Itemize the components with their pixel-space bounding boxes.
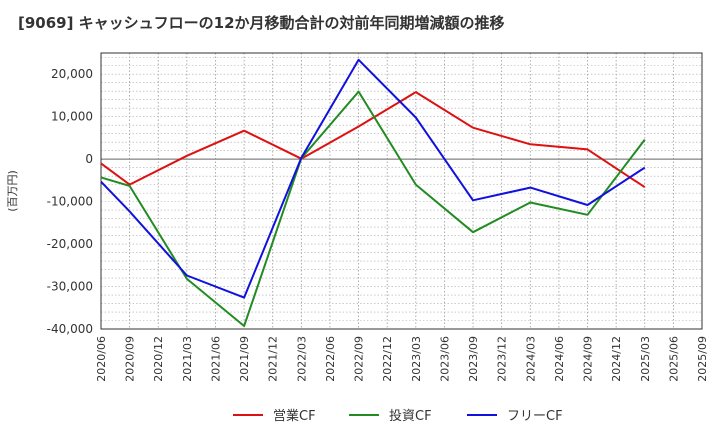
x-tick-label: 2022/09 — [353, 336, 366, 382]
y-tick-label: 10,000 — [51, 110, 93, 124]
y-tick-label: -40,000 — [47, 322, 93, 336]
x-tick-label: 2021/03 — [181, 336, 194, 382]
x-tick-label: 2020/06 — [95, 336, 108, 382]
x-tick-label: 2024/09 — [582, 336, 595, 382]
x-tick-label: 2022/12 — [381, 336, 394, 382]
y-tick-label: 0 — [85, 152, 93, 166]
y-axis-ticks: -40,000 -30,000 -20,000 -10,000 0 10,000 20,00… — [47, 67, 93, 336]
series-line-フリーCF — [100, 58, 646, 299]
x-tick-label: 2021/12 — [267, 336, 280, 382]
x-tick-label: 2022/06 — [324, 336, 337, 382]
y-tick-label: -10,000 — [47, 195, 93, 209]
chart-title: [9069] キャッシュフローの12か月移動合計の対前年同期増減額の推移 — [18, 14, 505, 32]
x-tick-label: 2023/09 — [467, 336, 480, 382]
x-tick-label: 2020/12 — [152, 336, 165, 382]
series-line-投資CF — [100, 90, 646, 327]
legend: 営業CF 投資CF フリーCF — [233, 408, 563, 424]
series-lines — [100, 58, 646, 327]
x-tick-label: 2023/03 — [410, 336, 423, 382]
y-tick-label: -30,000 — [47, 280, 93, 294]
grid — [101, 53, 702, 329]
legend-label: 投資CF — [389, 408, 432, 424]
x-tick-label: 2024/03 — [524, 336, 537, 382]
x-axis-ticks: 2020/06 2020/09 2020/12 2021/03 2021/06 2021/… — [95, 336, 709, 382]
x-tick-label: 2025/06 — [667, 336, 680, 382]
x-tick-label: 2020/09 — [124, 336, 137, 382]
plot-area-frame — [100, 52, 703, 330]
legend-label: 営業CF — [273, 408, 316, 424]
series-line-営業CF — [100, 91, 646, 189]
y-tick-label: 20,000 — [51, 67, 93, 81]
x-tick-label: 2022/03 — [295, 336, 308, 382]
x-tick-label: 2023/06 — [438, 336, 451, 382]
x-tick-label: 2025/09 — [696, 336, 709, 382]
x-tick-label: 2024/06 — [553, 336, 566, 382]
x-tick-label: 2023/12 — [496, 336, 509, 382]
y-tick-label: -20,000 — [47, 237, 93, 251]
x-tick-label: 2025/03 — [639, 336, 652, 382]
y-axis-label: (百万円) — [6, 170, 19, 212]
x-tick-label: 2021/06 — [209, 336, 222, 382]
x-tick-label: 2021/09 — [238, 336, 251, 382]
x-tick-label: 2024/12 — [610, 336, 623, 382]
legend-label: フリーCF — [507, 409, 563, 424]
